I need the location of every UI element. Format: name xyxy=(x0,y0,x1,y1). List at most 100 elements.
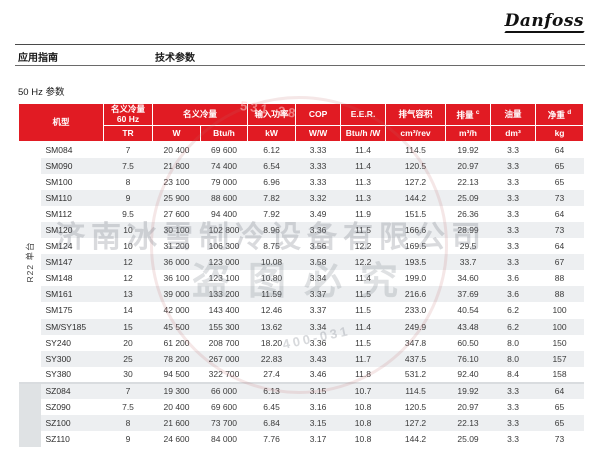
footnote-d: d xyxy=(567,108,572,116)
cell-tr: 9 xyxy=(103,189,153,206)
col-header-displacement-volume: 排气容积 xyxy=(385,103,447,126)
cell-btuh: 267 000 xyxy=(200,350,248,367)
cell-cop: 3.15 xyxy=(295,381,341,399)
cell-kw: 7.92 xyxy=(247,205,296,222)
cell-m3h: 33.7 xyxy=(445,254,491,271)
cell-btuh: 143 400 xyxy=(200,302,248,319)
cell-eer: 12.2 xyxy=(340,254,386,271)
cell-kw: 10.80 xyxy=(247,270,296,287)
cell-model: SM100 xyxy=(40,173,104,190)
cell-tr: 30 xyxy=(103,366,153,383)
cell-cop: 3.34 xyxy=(295,270,341,287)
cell-kg: 65 xyxy=(535,157,584,174)
parameters-table: 机型 名义冷量 60 Hz 名义冷量 输入功率 COP E.E.R. 排气容积 … xyxy=(17,103,585,448)
section-title: 50 Hz 参数 xyxy=(18,87,65,98)
cell-cop: 3.33 xyxy=(295,173,341,190)
unit-m3h: m³/h xyxy=(445,125,492,142)
cell-m3h: 20.97 xyxy=(445,157,491,174)
cell-model: SZ110 xyxy=(40,431,104,448)
cell-eer: 10.8 xyxy=(340,415,386,432)
cell-btuh: 123 100 xyxy=(200,270,248,287)
cell-eer: 10.7 xyxy=(340,381,386,399)
header-rule-bottom xyxy=(15,65,585,66)
cell-dm3: 3.3 xyxy=(490,157,536,174)
table-row: SZ090 7.5 20 400 69 600 6.45 3.16 10.8 120.5 20.… xyxy=(19,399,584,416)
cell-tr: 8 xyxy=(103,173,153,190)
cell-cop: 3.16 xyxy=(295,399,341,416)
cell-cm3rev: 193.5 xyxy=(385,254,446,271)
cell-model: SZ084 xyxy=(40,381,104,399)
cell-tr: 10 xyxy=(103,238,153,255)
col-header-eer: E.E.R. xyxy=(340,103,387,126)
cell-kw: 8.96 xyxy=(247,221,296,239)
cell-w: 36 000 xyxy=(152,254,201,271)
cell-m3h: 26.36 xyxy=(445,205,491,222)
cell-eer: 12.2 xyxy=(340,238,386,255)
unit-btuhw: Btu/h /W xyxy=(340,125,387,142)
cell-model: SY240 xyxy=(40,334,104,351)
cell-dm3: 3.3 xyxy=(490,431,536,448)
table-row: SM112 9.5 27 600 94 400 7.92 3.49 11.9 151.5 26.… xyxy=(19,205,584,222)
cell-dm3: 8.0 xyxy=(490,350,536,367)
cell-eer: 11.5 xyxy=(340,334,386,351)
cell-m3h: 60.50 xyxy=(445,334,491,351)
cell-w: 20 400 xyxy=(152,399,201,416)
col-header-displacement: 排量 c xyxy=(445,103,492,126)
cell-tr: 13 xyxy=(103,286,153,303)
cell-model: SZ100 xyxy=(40,415,104,432)
table-row: SM110 9 25 900 88 600 7.82 3.32 11.3 144.2 25.09… xyxy=(19,189,584,206)
cell-tr: 10 xyxy=(103,221,153,239)
cell-btuh: 208 700 xyxy=(200,334,248,351)
cell-cm3rev: 114.5 xyxy=(385,381,446,399)
cell-model: SM175 xyxy=(40,302,104,319)
cell-w: 39 000 xyxy=(152,286,201,303)
cell-kw: 8.75 xyxy=(247,238,296,255)
cell-tr: 7.5 xyxy=(103,157,153,174)
cell-kg: 65 xyxy=(535,399,584,416)
cell-kg: 88 xyxy=(535,286,584,303)
cell-kw: 7.76 xyxy=(247,431,296,448)
cell-model: SM147 xyxy=(40,254,104,271)
cell-cop: 3.34 xyxy=(295,318,341,335)
cell-btuh: 69 600 xyxy=(200,141,248,158)
cell-dm3: 3.3 xyxy=(490,141,536,158)
cell-m3h: 19.92 xyxy=(445,381,491,399)
cell-m3h: 20.97 xyxy=(445,399,491,416)
cell-kg: 100 xyxy=(535,318,584,335)
cell-kw: 12.46 xyxy=(247,302,296,319)
cell-dm3: 3.6 xyxy=(490,270,536,287)
cell-kw: 22.83 xyxy=(247,350,296,367)
group-label-cell: R22 单台 xyxy=(18,141,41,383)
cell-kg: 100 xyxy=(535,302,584,319)
cell-btuh: 73 700 xyxy=(200,415,248,432)
cell-kw: 13.62 xyxy=(247,318,296,335)
cell-btuh: 88 600 xyxy=(200,189,248,206)
cell-w: 61 200 xyxy=(152,334,201,351)
table-row: SM147 12 36 000 123 000 10.08 3.58 12.2 193.5 33… xyxy=(19,254,584,271)
unit-tr: TR xyxy=(103,125,154,142)
cell-cop: 3.36 xyxy=(295,221,341,239)
table-header: 机型 名义冷量 60 Hz 名义冷量 输入功率 COP E.E.R. 排气容积 … xyxy=(17,103,585,142)
cell-model: SM084 xyxy=(40,141,104,158)
cell-btuh: 102 800 xyxy=(200,221,248,239)
cell-dm3: 3.3 xyxy=(490,221,536,239)
cell-eer: 11.4 xyxy=(340,141,386,158)
table-row: SM148 12 36 100 123 100 10.80 3.34 11.4 199.0 34… xyxy=(19,270,584,287)
cell-cm3rev: 166.6 xyxy=(385,221,446,239)
cell-btuh: 133 200 xyxy=(200,286,248,303)
cell-kg: 88 xyxy=(535,270,584,287)
cell-cop: 3.17 xyxy=(295,431,341,448)
group-label: R22 单台 xyxy=(24,241,35,283)
unit-kg: kg xyxy=(535,125,585,142)
cell-w: 21 600 xyxy=(152,415,201,432)
cell-kg: 157 xyxy=(535,350,584,367)
cell-m3h: 19.92 xyxy=(445,141,491,158)
table-row: SM120 10 30 100 102 800 8.96 3.36 11.5 166.6 28.… xyxy=(19,221,584,239)
cell-kg: 150 xyxy=(535,334,584,351)
table-row: SY300 25 78 200 267 000 22.83 3.43 11.7 437.5 76… xyxy=(19,350,584,367)
table-row: SM124 10 31 200 106 300 8.75 3.56 12.2 169.5 29.… xyxy=(19,238,584,255)
cell-w: 94 500 xyxy=(152,366,201,383)
cell-eer: 11.9 xyxy=(340,205,386,222)
cell-m3h: 29.5 xyxy=(445,238,491,255)
cell-dm3: 3.6 xyxy=(490,286,536,303)
